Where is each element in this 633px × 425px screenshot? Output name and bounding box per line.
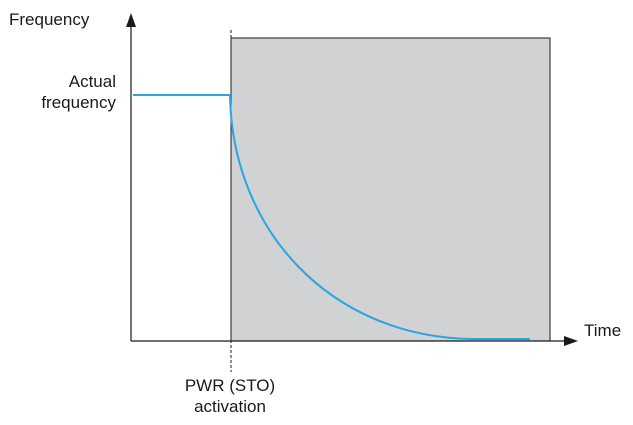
x-axis-arrowhead [564,336,578,346]
x-axis-label: Time [584,321,622,340]
actual-frequency-label: Actual frequency [20,71,116,113]
y-axis-arrowhead [126,13,136,27]
frequency-curve [133,94,530,340]
sto-activation-label: PWR (STO) activation [150,375,310,417]
y-axis-label: Frequency [9,10,90,29]
actual-frequency-label-line2: frequency [41,93,116,112]
post-activation-shaded-region [230,37,551,342]
actual-frequency-label-line1: Actual [68,72,116,91]
sto-activation-label-line2: activation [194,397,266,416]
sto-activation-label-line1: PWR (STO) [184,376,276,395]
